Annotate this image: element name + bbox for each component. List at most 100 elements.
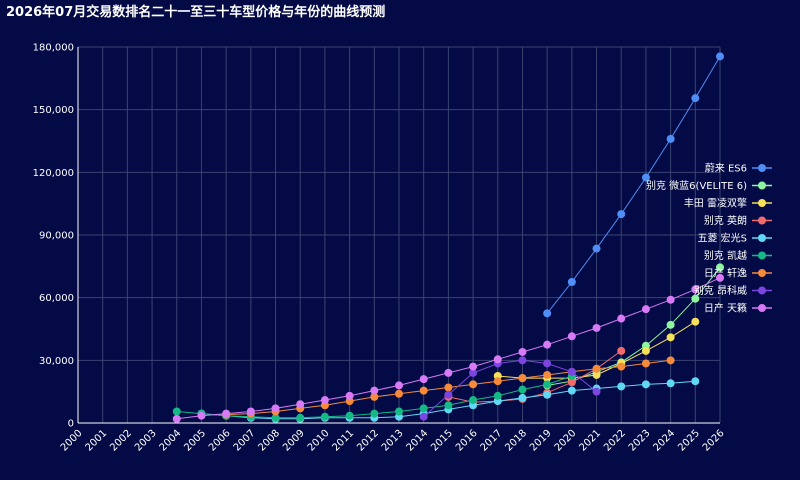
legend-marker bbox=[758, 164, 766, 172]
data-point[interactable] bbox=[691, 285, 700, 294]
data-point[interactable] bbox=[543, 340, 552, 349]
data-point[interactable] bbox=[592, 370, 601, 379]
legend-marker bbox=[758, 199, 766, 207]
data-point[interactable] bbox=[419, 375, 428, 384]
data-point[interactable] bbox=[666, 333, 675, 342]
x-tick-label: 2023 bbox=[627, 428, 653, 454]
data-point[interactable] bbox=[444, 383, 453, 392]
data-point[interactable] bbox=[716, 52, 724, 61]
data-point[interactable] bbox=[567, 278, 576, 286]
data-point[interactable] bbox=[691, 94, 700, 103]
legend-label: 别克 微蓝6(VELITE 6) bbox=[646, 179, 747, 192]
legend-item[interactable]: 别克 英朗 bbox=[704, 214, 772, 227]
x-tick-label: 2025 bbox=[676, 428, 702, 454]
data-point[interactable] bbox=[641, 359, 650, 368]
data-point[interactable] bbox=[543, 370, 552, 379]
data-point[interactable] bbox=[518, 385, 527, 394]
data-point[interactable] bbox=[222, 409, 231, 418]
data-point[interactable] bbox=[543, 390, 552, 399]
legend-item[interactable]: 丰田 雷凌双擎 bbox=[684, 197, 772, 210]
data-point[interactable] bbox=[469, 362, 478, 371]
data-point[interactable] bbox=[617, 346, 626, 355]
data-point[interactable] bbox=[469, 396, 478, 405]
data-point[interactable] bbox=[296, 413, 305, 422]
data-point[interactable] bbox=[271, 404, 280, 413]
data-point[interactable] bbox=[320, 412, 329, 421]
data-point[interactable] bbox=[469, 380, 478, 389]
data-point[interactable] bbox=[617, 382, 626, 391]
data-point[interactable] bbox=[395, 407, 403, 416]
data-point[interactable] bbox=[666, 295, 675, 304]
legend-item[interactable]: 别克 微蓝6(VELITE 6) bbox=[646, 179, 772, 192]
data-point[interactable] bbox=[641, 346, 650, 355]
data-point[interactable] bbox=[518, 356, 527, 365]
data-point[interactable] bbox=[444, 368, 453, 377]
data-point[interactable] bbox=[617, 362, 626, 371]
data-point[interactable] bbox=[691, 377, 700, 386]
data-point[interactable] bbox=[691, 294, 700, 303]
data-point[interactable] bbox=[641, 173, 650, 182]
data-point[interactable] bbox=[271, 413, 280, 422]
data-point[interactable] bbox=[493, 355, 502, 364]
data-point[interactable] bbox=[444, 401, 453, 410]
data-point[interactable] bbox=[518, 393, 527, 402]
data-point[interactable] bbox=[641, 380, 650, 389]
data-point[interactable] bbox=[567, 378, 576, 387]
data-point[interactable] bbox=[172, 407, 181, 416]
data-point[interactable] bbox=[419, 404, 428, 413]
legend-item[interactable]: 蔚来 ES6 bbox=[705, 163, 772, 175]
legend-item[interactable]: 日产 轩逸 bbox=[704, 267, 772, 280]
legend-item[interactable]: 五菱 宏光S bbox=[697, 232, 772, 245]
data-point[interactable] bbox=[370, 409, 379, 418]
data-point[interactable] bbox=[567, 332, 576, 341]
data-point[interactable] bbox=[395, 381, 403, 390]
data-point[interactable] bbox=[592, 244, 601, 253]
data-point[interactable] bbox=[395, 389, 403, 398]
data-point[interactable] bbox=[617, 210, 626, 219]
data-point[interactable] bbox=[592, 364, 601, 373]
legend-label: 别克 昂科威 bbox=[694, 284, 747, 297]
data-point[interactable] bbox=[370, 386, 379, 395]
data-point[interactable] bbox=[567, 386, 576, 395]
data-point[interactable] bbox=[518, 347, 527, 356]
data-point[interactable] bbox=[691, 317, 700, 326]
data-point[interactable] bbox=[345, 391, 354, 400]
legend-item[interactable]: 别克 昂科威 bbox=[694, 284, 772, 297]
data-point[interactable] bbox=[617, 314, 626, 323]
data-point[interactable] bbox=[592, 323, 601, 332]
data-point[interactable] bbox=[666, 379, 675, 388]
data-point[interactable] bbox=[716, 273, 724, 282]
data-point[interactable] bbox=[469, 368, 478, 377]
series bbox=[172, 52, 724, 423]
data-point[interactable] bbox=[543, 380, 552, 389]
data-point[interactable] bbox=[419, 386, 428, 395]
data-point[interactable] bbox=[567, 367, 576, 376]
data-point[interactable] bbox=[666, 356, 675, 365]
data-point[interactable] bbox=[518, 374, 527, 383]
data-point[interactable] bbox=[493, 377, 502, 386]
data-point[interactable] bbox=[370, 392, 379, 401]
data-point[interactable] bbox=[172, 414, 181, 423]
data-point[interactable] bbox=[197, 411, 206, 420]
data-point[interactable] bbox=[296, 400, 305, 409]
legend-label: 别克 凯越 bbox=[704, 249, 747, 262]
data-point[interactable] bbox=[666, 134, 675, 143]
series-0 bbox=[543, 52, 724, 318]
data-point[interactable] bbox=[666, 320, 675, 329]
chart-title: 2026年07月交易数排名二十一至三十车型价格与年份的曲线预测 bbox=[6, 4, 385, 20]
data-point[interactable] bbox=[543, 359, 552, 368]
data-point[interactable] bbox=[444, 390, 453, 399]
data-point[interactable] bbox=[493, 391, 502, 400]
data-point[interactable] bbox=[543, 309, 552, 318]
data-point[interactable] bbox=[716, 263, 724, 272]
legend-item[interactable]: 日产 天籁 bbox=[704, 302, 772, 315]
data-point[interactable] bbox=[345, 411, 354, 420]
data-point[interactable] bbox=[246, 407, 255, 416]
data-point[interactable] bbox=[592, 387, 601, 396]
legend-item[interactable]: 别克 凯越 bbox=[704, 249, 772, 262]
data-point[interactable] bbox=[641, 305, 650, 314]
data-point[interactable] bbox=[419, 412, 428, 421]
data-point[interactable] bbox=[320, 396, 329, 405]
y-tick-label: 60,000 bbox=[39, 293, 74, 304]
